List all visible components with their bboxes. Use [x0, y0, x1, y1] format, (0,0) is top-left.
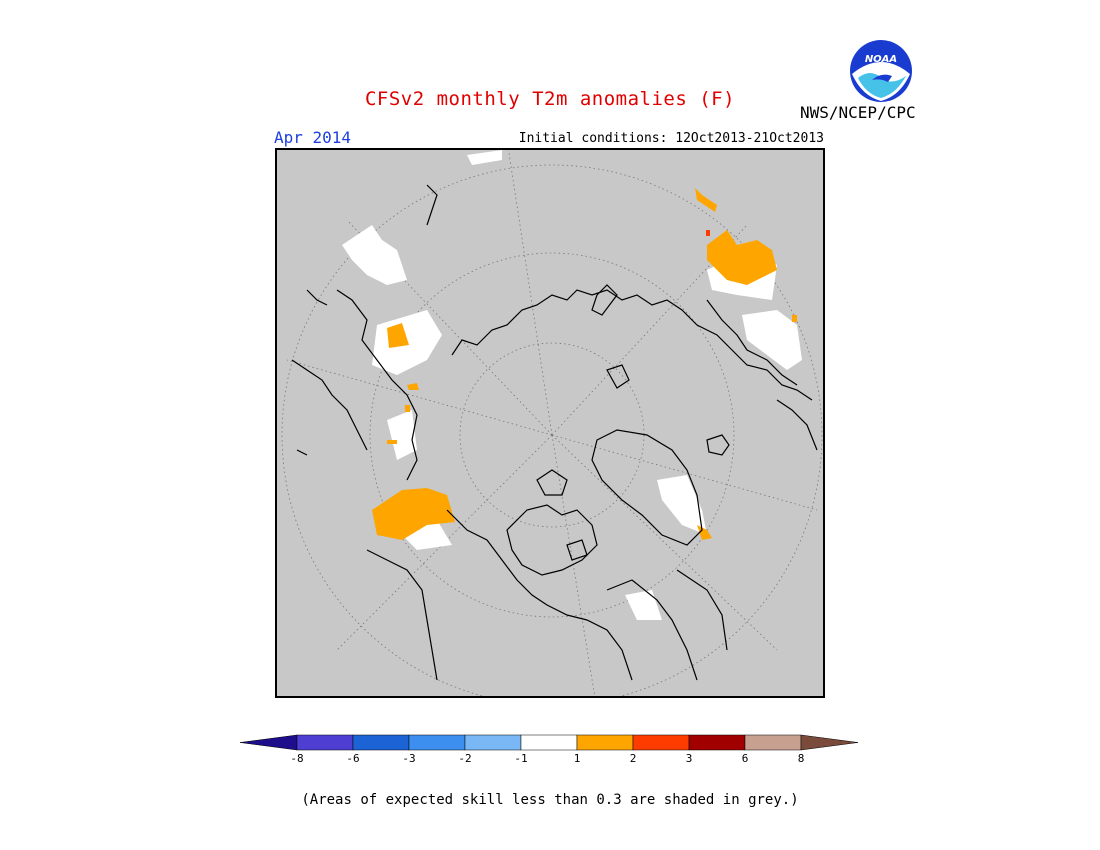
colorbar-tick-label: -8 — [290, 752, 304, 765]
colorbar-cell — [632, 734, 690, 751]
colorbar-tick-label: -6 — [346, 752, 360, 765]
colorbar-tick-label: 2 — [629, 752, 637, 765]
warm-anomaly-patch — [706, 230, 710, 236]
colorbar-tick-label: 6 — [741, 752, 749, 765]
colorbar-cell — [352, 734, 410, 751]
colorbar-cell — [296, 734, 354, 751]
colorbar-tick-label: 8 — [797, 752, 805, 765]
polar-map — [275, 148, 825, 698]
initial-conditions: Initial conditions: 12Oct2013-21Oct2013 — [518, 131, 824, 146]
colorbar-tick-label: -2 — [458, 752, 472, 765]
colorbar-tick-label: 1 — [573, 752, 581, 765]
color-scale-bar — [240, 734, 859, 751]
map-title: CFSv2 monthly T2m anomalies (F) — [364, 88, 736, 110]
skill-footnote: (Areas of expected skill less than 0.3 a… — [301, 792, 799, 808]
colorbar-cell — [688, 734, 746, 751]
forecast-month: Apr 2014 — [274, 128, 352, 147]
colorbar-tick-label: 3 — [685, 752, 693, 765]
noaa-logo-text: NOAA — [865, 54, 897, 65]
noaa-logo: NOAA — [850, 40, 912, 102]
polar-map-svg — [281, 150, 823, 696]
colorbar-tick-label: -1 — [514, 752, 528, 765]
colorbar-cell — [744, 734, 802, 751]
colorbar-cell — [576, 734, 634, 751]
colorbar-arrow-right — [800, 734, 859, 751]
agency-label: NWS/NCEP/CPC — [800, 103, 916, 122]
coastlines — [291, 184, 818, 681]
colorbar-arrow-left — [240, 734, 298, 751]
colorbar-tick-label: -3 — [402, 752, 416, 765]
positive-anomaly-patches — [372, 188, 797, 540]
colorbar-cell — [520, 734, 578, 751]
colorbar-cell — [408, 734, 466, 751]
colorbar-cell — [464, 734, 522, 751]
